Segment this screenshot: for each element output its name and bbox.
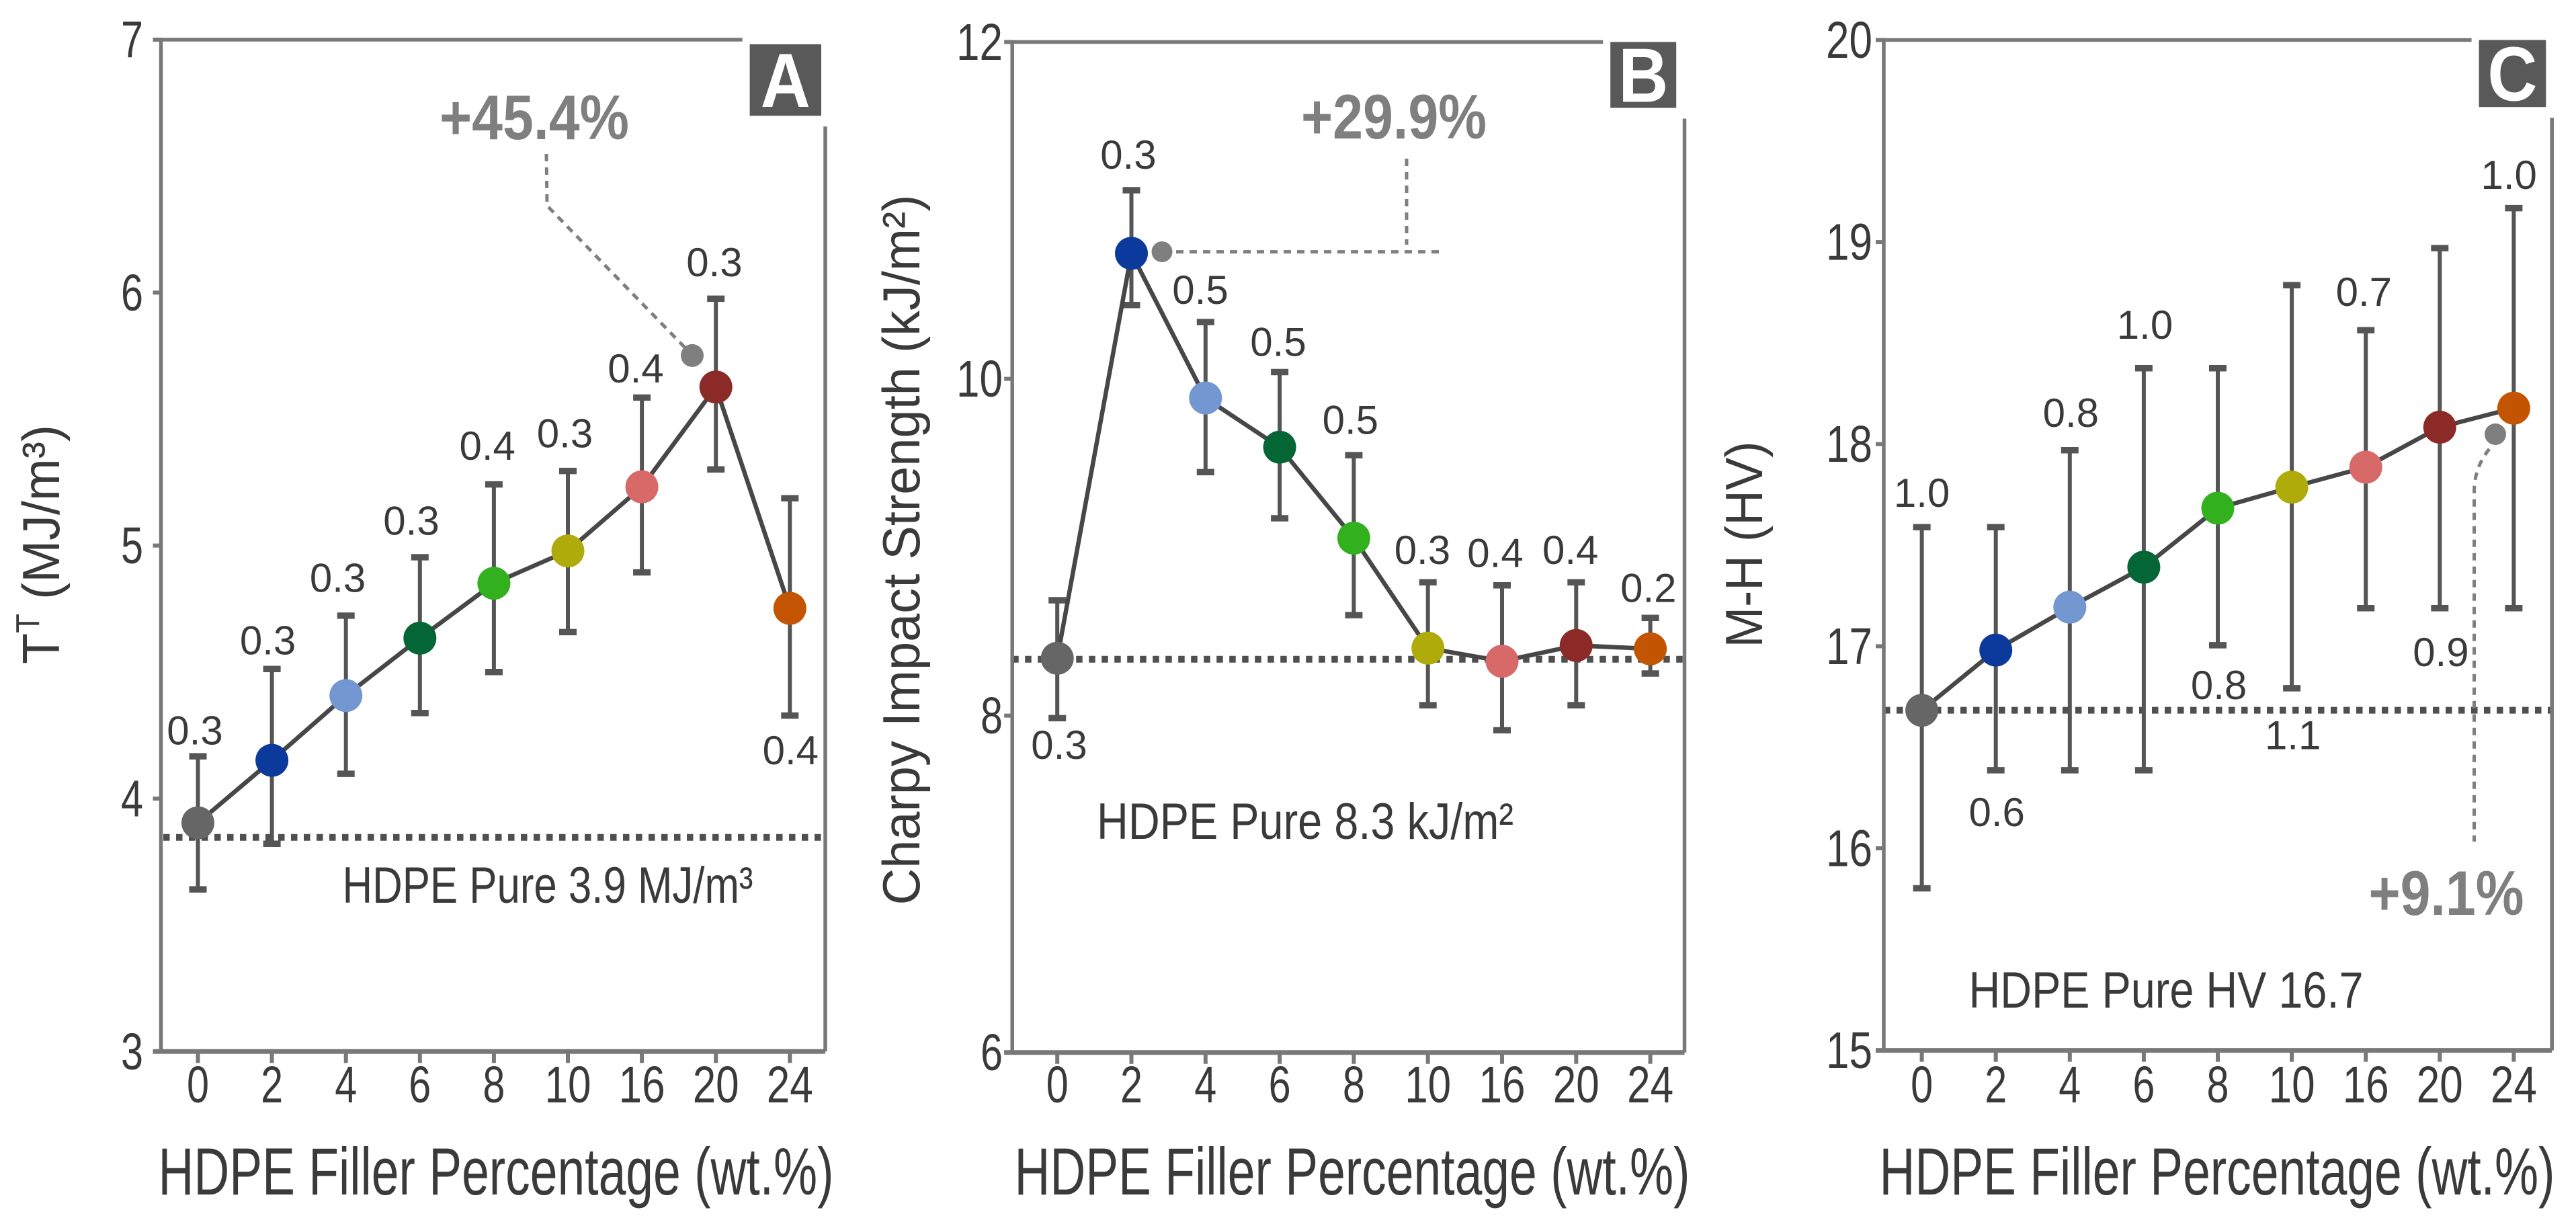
svg-text:+29.9%: +29.9%	[1301, 81, 1487, 152]
svg-text:20: 20	[1826, 11, 1872, 69]
svg-text:C: C	[2487, 32, 2537, 117]
svg-text:0.4: 0.4	[1467, 531, 1523, 576]
svg-text:1.0: 1.0	[1894, 471, 1950, 516]
svg-text:1.0: 1.0	[2117, 302, 2173, 348]
svg-text:16: 16	[619, 1056, 665, 1114]
svg-text:HDPE Pure 3.9 MJ/m³: HDPE Pure 3.9 MJ/m³	[343, 857, 753, 914]
svg-text:24: 24	[2491, 1056, 2537, 1114]
svg-text:0.6: 0.6	[1968, 790, 2024, 835]
svg-text:18: 18	[1826, 415, 1872, 473]
svg-text:2: 2	[1120, 1056, 1142, 1114]
svg-text:0.3: 0.3	[537, 411, 593, 456]
svg-text:0.3: 0.3	[383, 499, 439, 544]
svg-text:10: 10	[1405, 1056, 1451, 1114]
svg-text:8: 8	[1343, 1056, 1365, 1114]
svg-text:6: 6	[1269, 1056, 1291, 1114]
svg-text:B: B	[1618, 34, 1668, 119]
svg-text:6: 6	[409, 1056, 431, 1114]
svg-text:3: 3	[121, 1023, 143, 1081]
svg-text:6: 6	[981, 1024, 1003, 1082]
svg-text:+45.4%: +45.4%	[440, 82, 629, 153]
svg-text:1.0: 1.0	[2481, 153, 2536, 198]
svg-text:0.7: 0.7	[2336, 270, 2392, 315]
svg-text:6: 6	[121, 264, 143, 322]
svg-text:15: 15	[1826, 1022, 1872, 1080]
svg-text:24: 24	[767, 1056, 813, 1114]
svg-text:0.8: 0.8	[2191, 663, 2247, 708]
svg-text:A: A	[761, 38, 811, 124]
svg-text:10: 10	[2269, 1056, 2315, 1114]
svg-text:HDPE Pure 8.3 kJ/m²: HDPE Pure 8.3 kJ/m²	[1097, 793, 1513, 850]
svg-text:0.4: 0.4	[459, 423, 515, 469]
svg-text:8: 8	[483, 1056, 505, 1114]
svg-text:4: 4	[1194, 1056, 1216, 1114]
svg-text:4: 4	[2059, 1056, 2081, 1114]
svg-text:0: 0	[1046, 1056, 1069, 1114]
svg-text:0: 0	[187, 1056, 209, 1114]
svg-text:0.3: 0.3	[1395, 528, 1450, 573]
svg-text:16: 16	[1826, 820, 1872, 878]
svg-text:10: 10	[956, 350, 1003, 408]
svg-text:0.3: 0.3	[1031, 723, 1087, 768]
svg-text:10: 10	[545, 1056, 591, 1114]
svg-text:0.3: 0.3	[310, 556, 366, 601]
svg-text:HDPE Filler Percentage (wt.%): HDPE Filler Percentage (wt.%)	[1880, 1134, 2555, 1209]
svg-text:16: 16	[1479, 1056, 1526, 1114]
svg-text:8: 8	[981, 687, 1003, 745]
svg-text:TT (MJ/m³): TT (MJ/m³)	[10, 425, 71, 664]
svg-text:0.4: 0.4	[608, 346, 663, 391]
svg-text:24: 24	[1627, 1056, 1673, 1114]
svg-text:16: 16	[2343, 1056, 2389, 1114]
svg-text:20: 20	[1553, 1056, 1599, 1114]
svg-text:0.3: 0.3	[167, 708, 222, 754]
svg-text:0.5: 0.5	[1323, 398, 1378, 443]
svg-text:0.5: 0.5	[1172, 268, 1228, 313]
svg-text:2: 2	[261, 1056, 283, 1114]
svg-text:0.3: 0.3	[240, 618, 296, 663]
svg-text:0.8: 0.8	[2043, 391, 2099, 436]
svg-text:0.5: 0.5	[1250, 320, 1306, 365]
svg-text:0: 0	[1911, 1056, 1933, 1114]
svg-text:19: 19	[1826, 214, 1872, 272]
svg-text:4: 4	[121, 770, 143, 828]
svg-text:4: 4	[335, 1056, 357, 1114]
svg-text:Charpy Impact Strength (kJ/m²): Charpy Impact Strength (kJ/m²)	[872, 195, 931, 905]
svg-text:8: 8	[2207, 1056, 2229, 1114]
svg-text:0.4: 0.4	[1542, 528, 1598, 573]
svg-text:0.2: 0.2	[1620, 566, 1676, 611]
svg-text:1.1: 1.1	[2265, 713, 2321, 758]
svg-text:12: 12	[956, 13, 1003, 71]
svg-text:+9.1%: +9.1%	[2369, 858, 2524, 928]
svg-text:0.4: 0.4	[763, 728, 819, 773]
svg-text:2: 2	[1985, 1056, 2007, 1114]
svg-text:0.3: 0.3	[686, 240, 742, 285]
svg-text:HDPE Filler Percentage (wt.%): HDPE Filler Percentage (wt.%)	[1015, 1134, 1690, 1209]
svg-text:20: 20	[693, 1056, 739, 1114]
svg-text:20: 20	[2417, 1056, 2463, 1114]
svg-text:17: 17	[1826, 618, 1872, 676]
svg-text:5: 5	[121, 517, 143, 575]
svg-text:6: 6	[2132, 1056, 2155, 1114]
svg-text:7: 7	[121, 11, 143, 69]
svg-text:HDPE Pure HV 16.7: HDPE Pure HV 16.7	[1969, 962, 2364, 1019]
svg-text:HDPE Filler Percentage (wt.%): HDPE Filler Percentage (wt.%)	[159, 1134, 834, 1209]
svg-text:0.3: 0.3	[1100, 132, 1156, 177]
svg-text:0.9: 0.9	[2413, 630, 2468, 675]
svg-text:M-H (HV): M-H (HV)	[1714, 442, 1774, 648]
